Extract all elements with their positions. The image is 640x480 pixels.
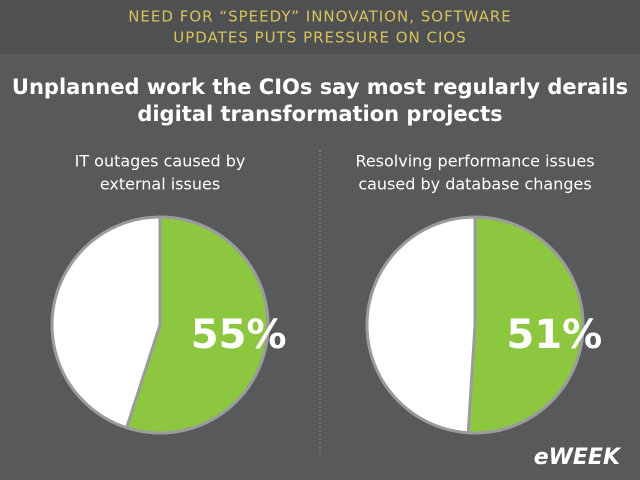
header-line: UPDATES PUTS PRESSURE ON CIOS xyxy=(173,29,466,47)
title-line: Unplanned work the CIOs say most regular… xyxy=(12,75,628,99)
title-line: digital transformation projects xyxy=(137,102,502,126)
header-band xyxy=(0,0,640,54)
pie-slice xyxy=(124,215,270,435)
pie-title: caused by database changes xyxy=(358,175,591,194)
pie-title: Resolving performance issues xyxy=(355,152,594,171)
header-line: NEED FOR “SPEEDY” INNOVATION, SOFTWARE xyxy=(128,8,512,26)
pie-slice xyxy=(466,215,585,435)
pie-title: external issues xyxy=(100,175,220,194)
pie-title: IT outages caused by xyxy=(75,152,246,171)
value-label: 51% xyxy=(506,312,602,358)
logo: eWEEK xyxy=(534,445,622,470)
value-label: 55% xyxy=(191,312,287,358)
